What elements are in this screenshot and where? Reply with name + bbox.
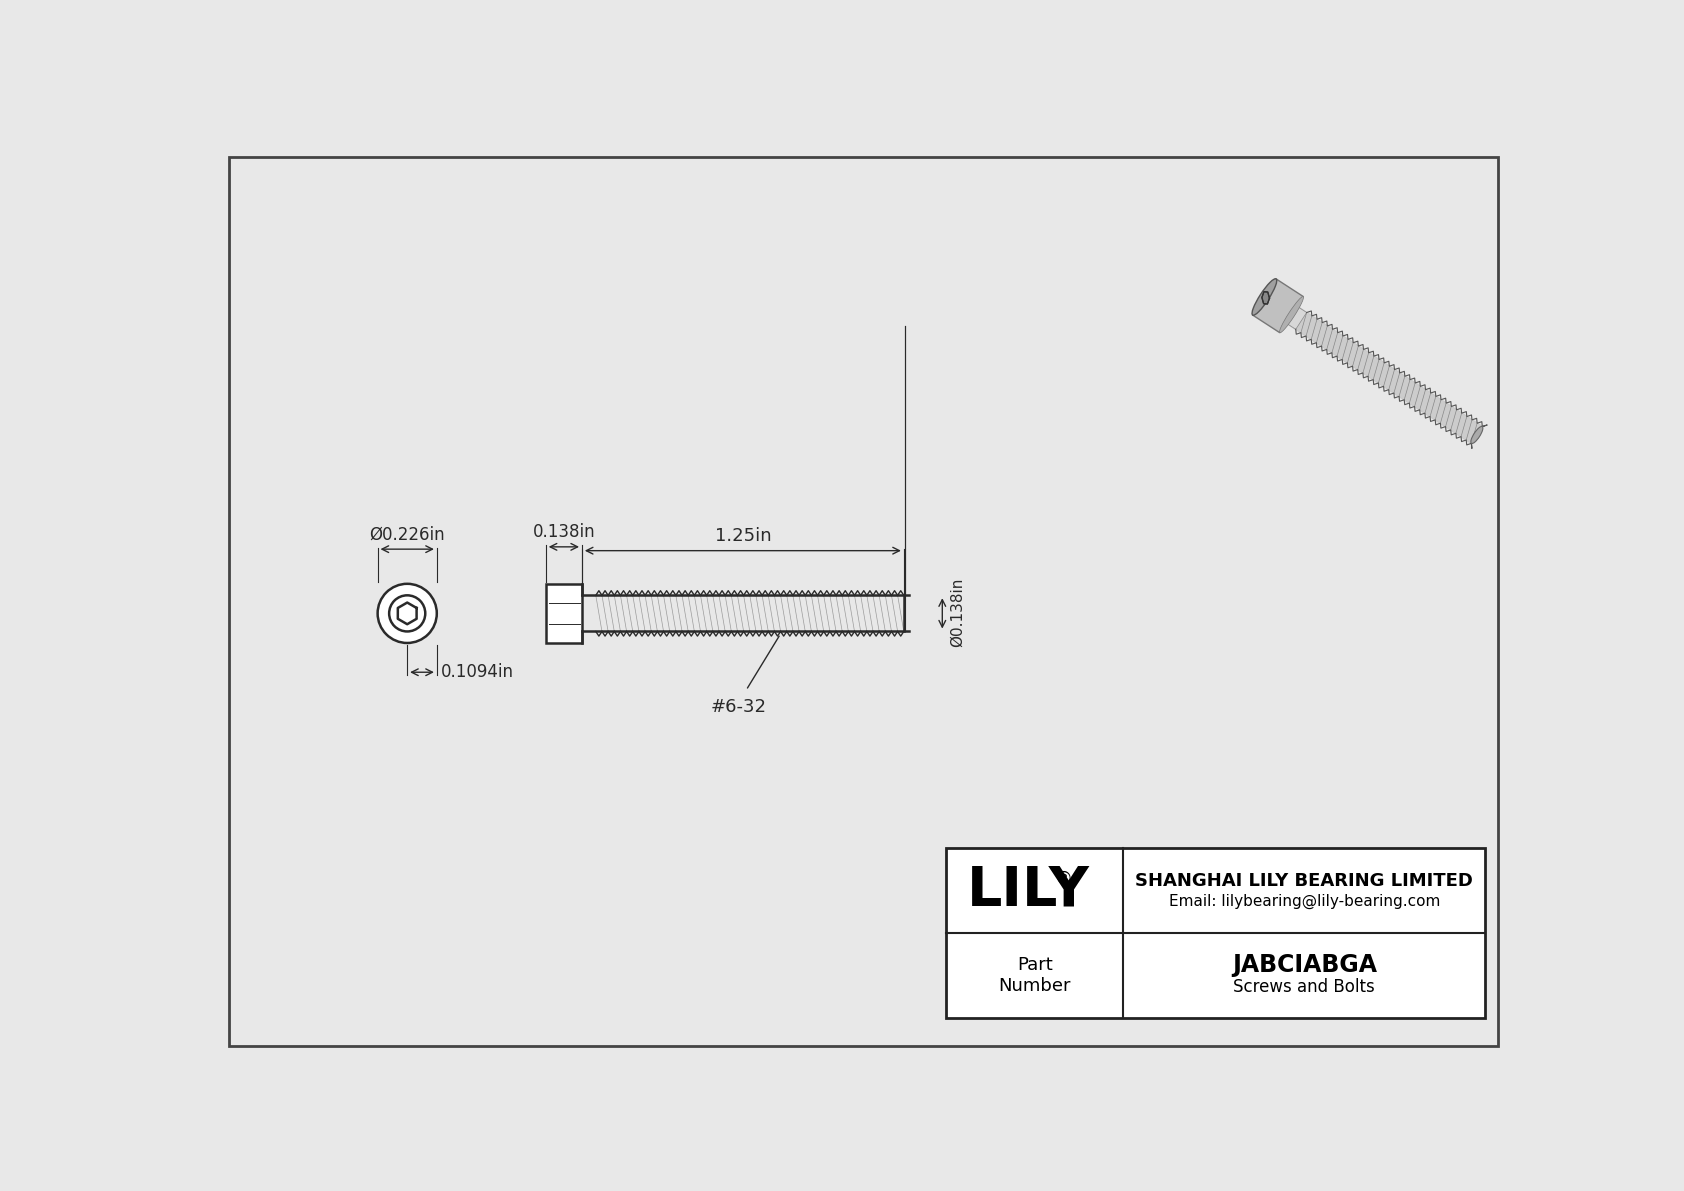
Text: 0.1094in: 0.1094in [441, 663, 514, 681]
Text: Screws and Bolts: Screws and Bolts [1233, 978, 1376, 996]
Bar [946, 848, 1485, 1017]
Text: #6-32: #6-32 [711, 698, 766, 716]
Circle shape [377, 584, 436, 643]
Text: SHANGHAI LILY BEARING LIMITED: SHANGHAI LILY BEARING LIMITED [1135, 872, 1474, 890]
Polygon shape [1285, 306, 1484, 444]
Bar [546, 584, 583, 643]
Text: JABCIABGA: JABCIABGA [1231, 953, 1378, 977]
Text: 0.138in: 0.138in [532, 524, 594, 542]
Text: LILY: LILY [967, 863, 1090, 917]
Text: Ø0.138in: Ø0.138in [950, 578, 965, 647]
Ellipse shape [1470, 426, 1484, 443]
Text: Email: lilybearing@lily-bearing.com: Email: lilybearing@lily-bearing.com [1169, 893, 1440, 909]
Circle shape [389, 596, 426, 631]
Text: 1.25in: 1.25in [714, 528, 771, 545]
Text: ®: ® [1054, 871, 1073, 888]
Polygon shape [1253, 279, 1303, 332]
Text: Ø0.226in: Ø0.226in [369, 525, 445, 544]
Ellipse shape [1251, 279, 1276, 316]
Ellipse shape [1280, 297, 1303, 332]
Text: Part
Number: Part Number [999, 956, 1071, 994]
Polygon shape [1295, 312, 1482, 443]
Polygon shape [1261, 292, 1270, 304]
Polygon shape [1287, 306, 1307, 329]
